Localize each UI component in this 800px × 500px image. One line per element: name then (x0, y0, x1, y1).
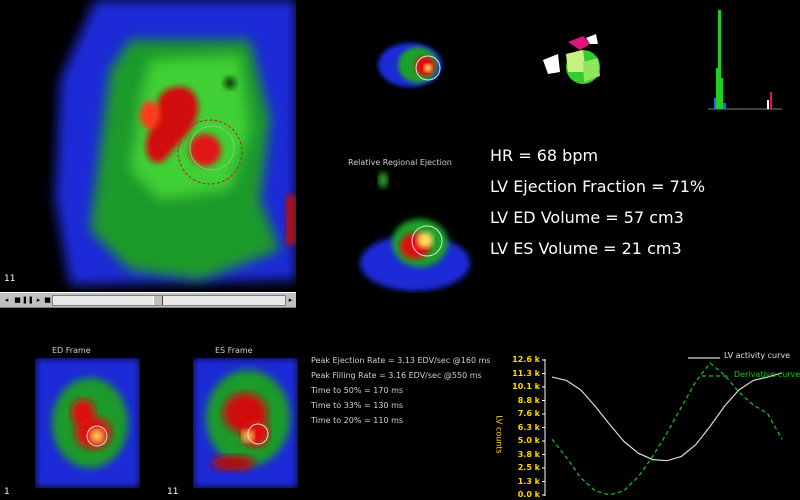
ejection-fraction-value: LV Ejection Fraction = 71% (490, 177, 706, 196)
ed-volume-value: LV ED Volume = 57 cm3 (490, 208, 684, 227)
y-tick-label: 0.0 k (517, 490, 540, 499)
y-tick-label: 8.8 k (517, 395, 540, 405)
y-tick-label: 5.0 k (517, 436, 540, 445)
main-blood-pool-image (0, 0, 296, 292)
es-volume-value: LV ES Volume = 21 cm3 (490, 239, 682, 258)
time-to-50: Time to 50% = 170 ms (311, 386, 404, 395)
legend-derivative-curve: Derivative curve (734, 370, 800, 379)
cine-player-toolbar: ◂ ■ ❚❚ ▸ ■ ◂ ▸ (0, 292, 296, 308)
lv-curve-plot (542, 357, 783, 496)
y-tick-label: 7.6 k (517, 409, 540, 418)
previous-frame-icon[interactable]: ◂ (4, 296, 9, 304)
es-frame-image (193, 358, 298, 488)
y-tick-label: 10.1 k (512, 382, 540, 391)
play-icon[interactable]: ▸ (36, 296, 41, 304)
lv-activity-curve-line (551, 372, 783, 462)
heart-rate-value: HR = 68 bpm (490, 146, 599, 165)
regional-segment-map[interactable] (538, 32, 608, 94)
y-tick-label: 11.3 k (512, 368, 540, 378)
peak-filling-rate: Peak Filling Rate = 3.16 EDV/sec @550 ms (311, 371, 482, 380)
time-to-20: Time to 20% = 110 ms (311, 416, 404, 425)
stop-icon[interactable]: ■ (14, 296, 21, 304)
legend-activity-curve: LV activity curve (724, 351, 791, 360)
phase-histogram[interactable] (700, 8, 790, 110)
pause-icon[interactable]: ❚❚ (22, 296, 34, 304)
ed-frame-number: 1 (4, 487, 10, 497)
relative-regional-ejection-label: Relative Regional Ejection (348, 158, 452, 167)
peak-ejection-rate: Peak Ejection Rate = 3.13 EDV/sec @160 m… (311, 356, 491, 365)
es-frame-title: ES Frame (215, 346, 253, 355)
main-gated-blood-pool-view[interactable]: 11 (0, 0, 296, 292)
y-tick-label: 2.5 k (517, 463, 540, 472)
y-tick-label: 3.8 k (517, 449, 540, 459)
lv-activity-chart[interactable]: 12.6 k 11.3 k 10.1 k 8.8 k 7.6 k 6.3 k 5.0 k 3.… (490, 350, 800, 500)
loop-icon[interactable]: ■ (44, 296, 51, 304)
regional-ejection-view[interactable] (355, 168, 475, 293)
y-tick-label: 1.3 k (517, 476, 540, 486)
es-frame-thumbnail[interactable] (193, 358, 298, 488)
y-tick-label: 6.3 k (517, 422, 540, 432)
histogram-image (708, 10, 782, 110)
regional-ejection-image (360, 172, 470, 291)
top-small-image (378, 43, 442, 87)
ed-frame-image (35, 358, 140, 488)
time-to-33: Time to 33% = 130 ms (311, 401, 404, 410)
ed-frame-thumbnail[interactable] (35, 358, 140, 488)
frame-scrollbar-thumb[interactable] (153, 296, 163, 305)
main-frame-number: 11 (4, 274, 16, 284)
segment-map-image (543, 34, 600, 84)
top-small-view[interactable] (370, 30, 450, 95)
es-frame-number: 11 (167, 487, 179, 497)
frame-scrollbar[interactable] (52, 295, 286, 306)
derivative-curve-line (551, 362, 783, 496)
ed-frame-title: ED Frame (52, 346, 91, 355)
scroll-right-icon[interactable]: ▸ (288, 296, 293, 304)
y-tick-label: 12.6 k (512, 355, 540, 364)
